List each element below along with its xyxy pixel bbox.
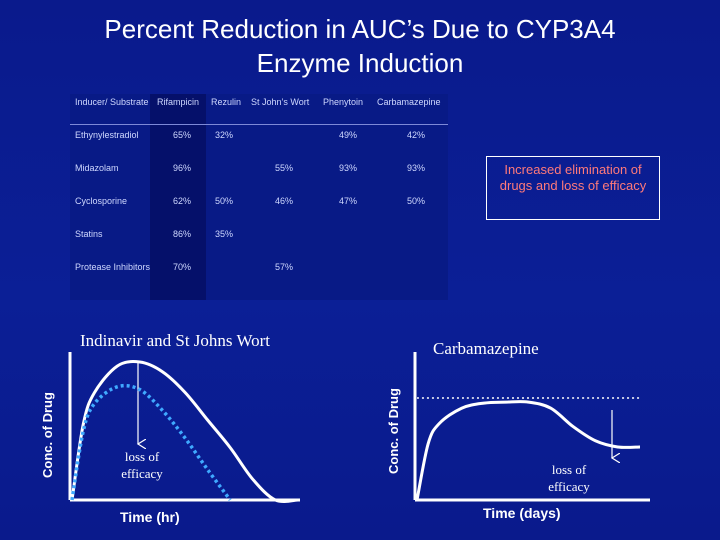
- table-header-cell: Carbamazepine: [377, 97, 441, 107]
- right-chart: [413, 352, 650, 502]
- table-row: Midazolam 96% 55% 93% 93%: [70, 160, 448, 193]
- table-header-cell: Rezulin: [211, 97, 242, 107]
- table-cell-substrate: Statins: [75, 229, 103, 239]
- table-row: Cyclosporine 62% 50% 46% 47% 50%: [70, 193, 448, 226]
- table-row: Protease Inhibitors 70% 57%: [70, 259, 448, 295]
- slide-title: Percent Reduction in AUC’s Due to CYP3A4…: [0, 12, 720, 80]
- table-header-cell: Phenytoin: [323, 97, 364, 107]
- table-cell: 70%: [173, 262, 192, 272]
- left-chart-title: Indinavir and St Johns Wort: [80, 331, 271, 350]
- table-cell: 62%: [173, 196, 192, 206]
- table-cell-substrate: Midazolam: [75, 163, 119, 173]
- table-cell: 57%: [275, 262, 294, 272]
- table-cell: 35%: [215, 229, 234, 239]
- table-cell: 42%: [407, 130, 426, 140]
- table-header-cell: Rifampicin: [157, 97, 200, 107]
- table-cell: 93%: [339, 163, 358, 173]
- table-cell-substrate: Protease Inhibitors: [75, 262, 151, 272]
- induction-table: Inducer/ Substrate Rifampicin Rezulin St…: [70, 94, 448, 300]
- table-row: Statins 86% 35%: [70, 226, 448, 259]
- table-cell: 46%: [275, 196, 294, 206]
- table-cell: 96%: [173, 163, 192, 173]
- elimination-note-box: Increased elimination of drugs and loss …: [486, 156, 660, 220]
- table-cell: 55%: [275, 163, 294, 173]
- left-chart-series-solid-line: [70, 360, 299, 503]
- table-header-cell: Inducer/ Substrate: [75, 97, 149, 107]
- right-chart-series-solid-line: [415, 400, 641, 501]
- slide-title-line2: Enzyme Induction: [256, 48, 464, 78]
- table-cell: 93%: [407, 163, 426, 173]
- table-cell: 86%: [173, 229, 192, 239]
- left-chart: [68, 352, 300, 503]
- right-chart-annotation: loss of efficacy: [548, 462, 590, 494]
- table-header-divider: [70, 124, 448, 125]
- table-cell: 47%: [339, 196, 358, 206]
- table-cell-substrate: Cyclosporine: [75, 196, 128, 206]
- table-cell: 65%: [173, 130, 192, 140]
- table-cell: 50%: [215, 196, 234, 206]
- table-cell: 32%: [215, 130, 234, 140]
- slide-title-line1: Percent Reduction in AUC’s Due to CYP3A4: [104, 14, 616, 44]
- table-header-row: Inducer/ Substrate Rifampicin Rezulin St…: [70, 94, 448, 127]
- induction-table-grid: Inducer/ Substrate Rifampicin Rezulin St…: [70, 94, 448, 295]
- table-header-cell: St John’s Wort: [251, 97, 310, 107]
- right-chart-title: Carbamazepine: [433, 339, 539, 358]
- right-chart-x-label: Time (days): [483, 505, 561, 521]
- left-chart-series-dashed-line: [70, 383, 232, 502]
- rifampicin-column-highlight: [150, 94, 206, 300]
- table-cell: 50%: [407, 196, 426, 206]
- left-chart-annotation: loss of efficacy: [121, 449, 163, 481]
- table-row: Ethynylestradiol 65% 32% 49% 42%: [70, 127, 448, 160]
- left-chart-x-label: Time (hr): [120, 509, 180, 525]
- table-cell: 49%: [339, 130, 358, 140]
- table-cell-substrate: Ethynylestradiol: [75, 130, 139, 140]
- elimination-note-text: Increased elimination of drugs and loss …: [499, 162, 647, 193]
